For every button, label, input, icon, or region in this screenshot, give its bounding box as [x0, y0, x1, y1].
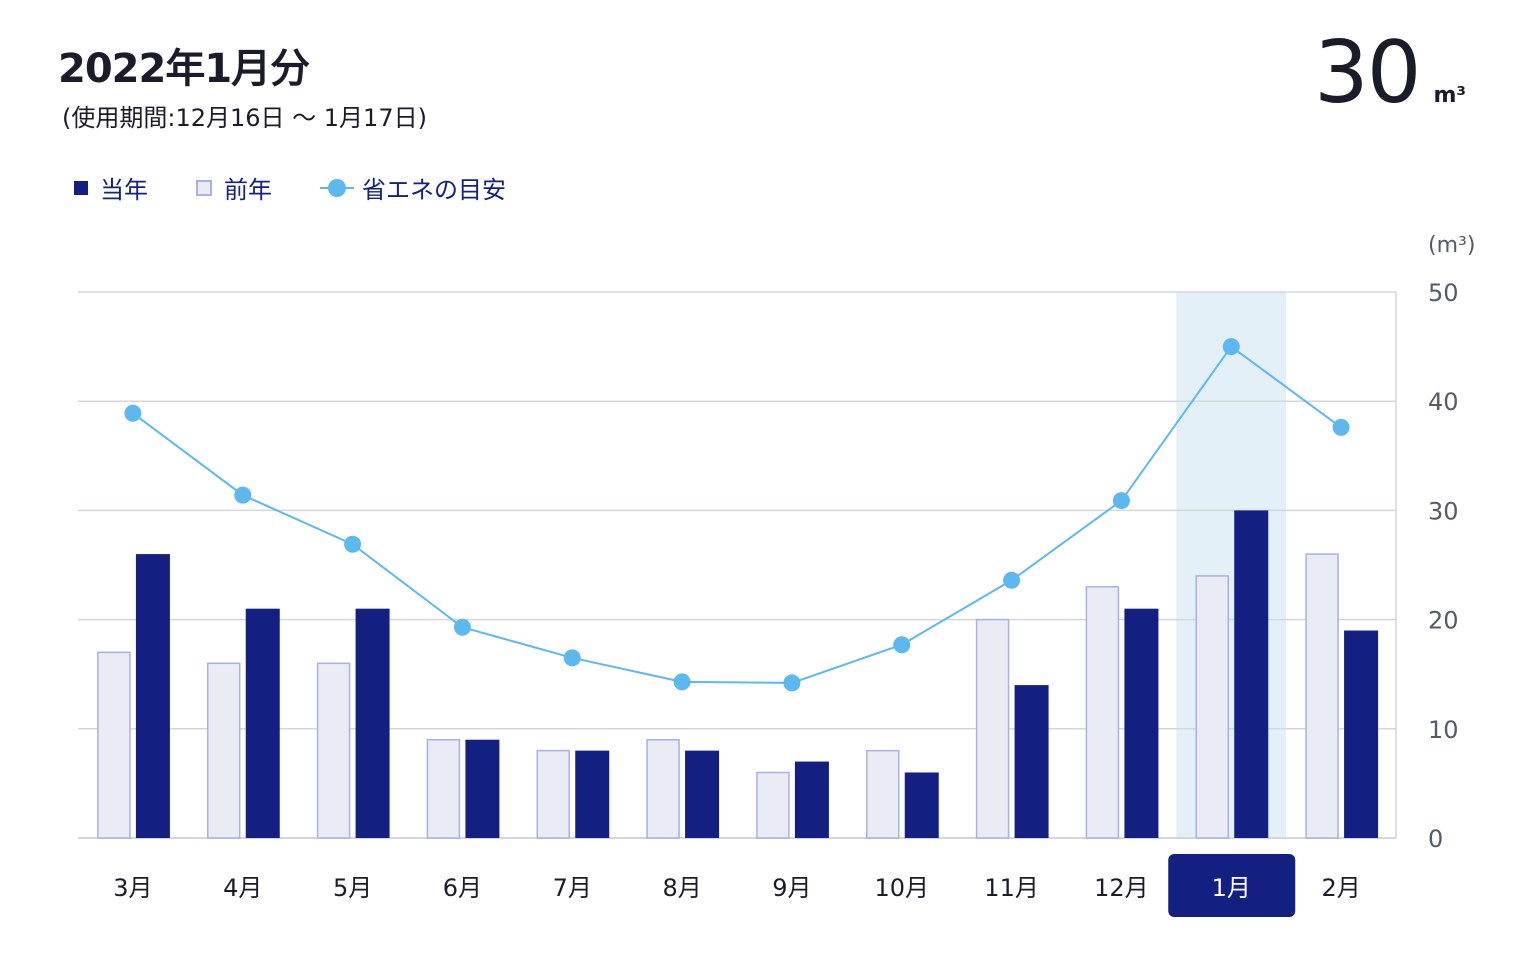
- bar-current: [1014, 685, 1049, 838]
- bar-previous: [1085, 586, 1120, 839]
- bar-previous: [207, 662, 241, 839]
- y-tick-label: 0: [1428, 825, 1443, 853]
- month-tab-label[interactable]: 11月: [984, 874, 1039, 902]
- legend-previous-label: 前年: [224, 176, 272, 204]
- target-line: [132, 345, 1342, 684]
- bar-previous: [316, 662, 351, 839]
- usage-unit: m³: [1433, 83, 1466, 108]
- bar-current: [575, 750, 610, 838]
- y-tick-label: 20: [1428, 607, 1459, 635]
- month-tab-label[interactable]: 5月: [333, 874, 372, 902]
- target-point: [1112, 492, 1130, 510]
- bar-previous: [756, 771, 790, 839]
- target-point: [344, 535, 362, 553]
- legend-target: 省エネの目安: [320, 170, 506, 205]
- month-tab-label[interactable]: 12月: [1094, 874, 1149, 902]
- selected-month-tab[interactable]: [1168, 854, 1296, 917]
- bar-current: [1344, 630, 1379, 838]
- target-point: [563, 649, 581, 667]
- month-tab-label[interactable]: 9月: [772, 874, 811, 902]
- legend-target-label: 省エネの目安: [362, 176, 506, 204]
- y-tick-label: 30: [1428, 497, 1459, 525]
- bar-previous: [975, 618, 1010, 839]
- bar-current: [1124, 608, 1159, 838]
- legend-previous: 前年: [196, 170, 272, 205]
- bar-current: [135, 554, 170, 838]
- page-title: 2022年1月分: [58, 46, 310, 92]
- bar-current: [685, 750, 720, 838]
- bar-current: [465, 739, 500, 838]
- month-tab-label[interactable]: 6月: [443, 874, 482, 902]
- bar-current: [245, 608, 280, 838]
- month-tab-label[interactable]: 3月: [113, 874, 152, 902]
- bar-previous: [97, 651, 131, 839]
- chart-legend: 当年 前年 省エネの目安: [74, 170, 554, 205]
- legend-target-swatch: [320, 178, 354, 197]
- legend-previous-swatch: [196, 179, 212, 196]
- usage-value: 30: [1314, 23, 1421, 123]
- bar-current: [904, 772, 939, 838]
- target-point: [673, 673, 691, 691]
- y-tick-label: 40: [1428, 388, 1459, 416]
- target-point: [124, 404, 142, 422]
- bar-previous: [646, 738, 680, 839]
- legend-current: 当年: [74, 170, 148, 205]
- target-point: [234, 486, 252, 504]
- usage-period: (使用期間:12月16日 〜 1月17日): [62, 104, 427, 132]
- bar-previous: [866, 749, 900, 839]
- legend-current-label: 当年: [100, 176, 148, 204]
- y-tick-label: 10: [1428, 716, 1459, 744]
- bar-current: [355, 608, 390, 838]
- bar-previous: [1195, 575, 1229, 839]
- month-tab-label[interactable]: 1月: [1212, 874, 1251, 902]
- bar-previous: [426, 738, 461, 839]
- target-point: [783, 674, 801, 692]
- month-tab-label[interactable]: 4月: [223, 874, 262, 902]
- month-tab-label[interactable]: 10月: [874, 874, 929, 902]
- usage-total: 30 m³: [1314, 30, 1466, 116]
- target-point: [453, 618, 471, 636]
- target-point: [1003, 571, 1021, 589]
- month-tab-label[interactable]: 8月: [662, 874, 701, 902]
- bar-current: [1234, 510, 1269, 838]
- target-point: [1222, 338, 1240, 356]
- bar-current: [794, 761, 829, 838]
- target-point: [1332, 418, 1350, 436]
- target-point: [893, 636, 911, 654]
- month-tab-label[interactable]: 7月: [553, 874, 592, 902]
- month-tab-label[interactable]: 2月: [1321, 874, 1360, 902]
- bar-previous: [536, 749, 570, 839]
- bar-previous: [1305, 553, 1339, 839]
- y-unit-label: (m³): [1428, 233, 1475, 258]
- y-tick-label: 50: [1428, 279, 1459, 307]
- legend-current-swatch: [74, 180, 88, 195]
